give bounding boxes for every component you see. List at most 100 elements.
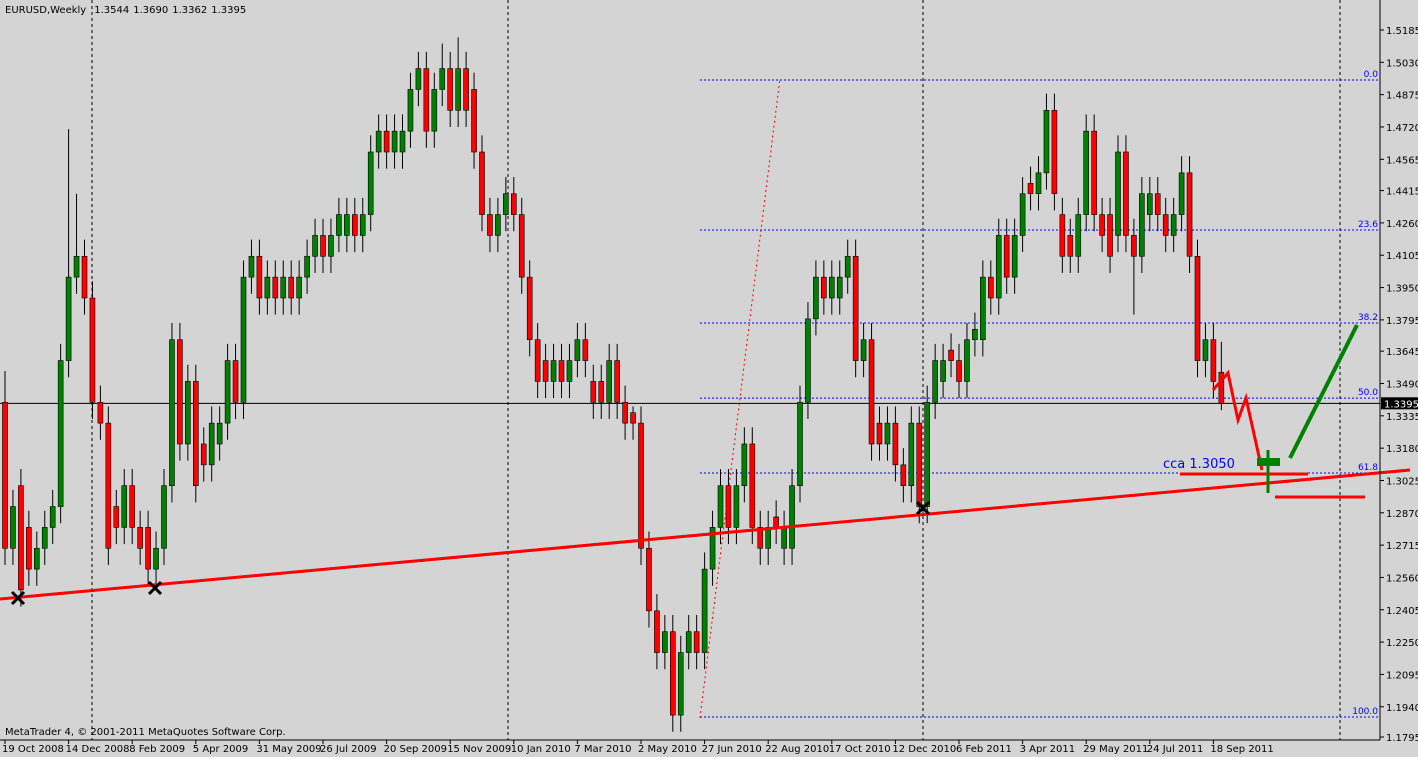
candle-body	[185, 381, 191, 445]
candle-body	[240, 276, 247, 403]
x-tick-label: 31 May 2009	[256, 744, 321, 755]
candle-body	[558, 360, 565, 382]
x-tick-label: 3 Apr 2011	[1020, 744, 1075, 755]
candle-body	[995, 235, 1002, 299]
current-price-label: 1.3395	[1384, 399, 1418, 410]
y-tick-label: 1.5030	[1386, 58, 1418, 69]
candle-body	[495, 214, 501, 236]
candle-body	[41, 527, 48, 549]
y-tick-label: 1.3335	[1386, 412, 1418, 423]
fib-label: 38.2	[1358, 313, 1378, 323]
y-tick-label: 1.3490	[1386, 380, 1418, 391]
y-tick-label: 1.3645	[1386, 347, 1418, 358]
candle-body	[57, 360, 64, 507]
candle-body	[280, 276, 287, 299]
candle-body	[97, 401, 104, 424]
candle-body	[892, 422, 899, 466]
candle-body	[900, 464, 907, 486]
candle-body	[590, 381, 597, 403]
candle-body	[447, 68, 454, 111]
candle-body	[821, 276, 827, 299]
fib-label: 61.8	[1358, 463, 1378, 473]
candle-body	[908, 422, 915, 486]
candle-body	[797, 401, 803, 486]
candle-body	[868, 339, 875, 445]
candle-body	[336, 214, 342, 236]
candle-body	[1035, 172, 1042, 195]
candle-body	[566, 360, 573, 382]
candle-body	[216, 422, 223, 445]
y-tick-label: 1.2870	[1386, 509, 1418, 520]
candle-body	[662, 631, 668, 653]
candle-body	[288, 276, 295, 299]
candle-body	[1099, 214, 1105, 236]
candle-body	[550, 360, 557, 382]
x-tick-label: 18 Sep 2011	[1210, 744, 1273, 755]
candle-body	[10, 506, 16, 549]
candle-body	[717, 485, 724, 528]
x-tick-label: 2 May 2010	[638, 744, 697, 755]
candle-body	[431, 89, 438, 132]
candle-body	[153, 547, 159, 570]
candle-body	[622, 401, 628, 424]
x-tick-label: 20 Sep 2009	[384, 744, 447, 755]
y-tick-label: 1.4105	[1386, 251, 1418, 262]
x-tick-label: 29 May 2011	[1083, 744, 1148, 755]
fib-label: 50.0	[1358, 388, 1378, 398]
candle-body	[1003, 235, 1010, 278]
candle-body	[304, 255, 310, 278]
y-tick-label: 1.3950	[1386, 284, 1418, 295]
candle-body	[510, 193, 517, 215]
candle-body	[18, 485, 24, 591]
candle-body	[1202, 339, 1209, 361]
fib-label: 0.0	[1364, 70, 1379, 80]
candle-body	[924, 401, 931, 507]
candle-body	[1011, 235, 1018, 278]
x-tick-label: 19 Oct 2008	[2, 744, 64, 755]
candle-body	[1067, 235, 1074, 257]
candle-body	[169, 339, 175, 486]
candle-body	[296, 276, 302, 299]
candle-body	[709, 527, 716, 570]
fib-label: 23.6	[1358, 220, 1378, 230]
candle-body	[972, 328, 978, 341]
candle-body	[1043, 109, 1050, 174]
candle-body	[1027, 182, 1034, 195]
candle-body	[1139, 193, 1145, 257]
y-tick-label: 1.4875	[1386, 91, 1418, 102]
candle-body	[749, 443, 756, 528]
candle-body	[256, 255, 263, 299]
candle-body	[73, 255, 80, 278]
candle-body	[813, 276, 819, 320]
candle-body	[137, 527, 143, 549]
candle-body	[351, 214, 358, 236]
candle-body	[224, 360, 231, 424]
candle-body	[1194, 255, 1201, 361]
projection-zigzag	[1211, 369, 1264, 471]
y-tick-label: 1.4415	[1386, 187, 1418, 198]
candle-body	[860, 339, 867, 361]
candle-body	[439, 68, 446, 90]
candle-body	[1147, 193, 1153, 215]
x-tick-label: 15 Nov 2009	[447, 744, 511, 755]
candle-body	[534, 339, 541, 382]
candle-body	[455, 68, 461, 111]
x-tick-label: 10 Jan 2010	[511, 744, 571, 755]
fib-label: 100.0	[1352, 707, 1378, 717]
drawings: cca 1.3050	[0, 77, 1411, 719]
candle-body	[407, 89, 414, 132]
y-tick-label: 1.1940	[1386, 703, 1418, 714]
candle-body	[1162, 214, 1169, 236]
y-tick-label: 1.3180	[1386, 444, 1418, 455]
candle-body	[614, 360, 620, 403]
low-markers	[10, 500, 931, 606]
y-tick-label: 1.2715	[1386, 541, 1418, 552]
candle-body	[463, 68, 469, 111]
candle-body	[948, 349, 954, 361]
y-tick-label: 1.3795	[1386, 316, 1418, 327]
candle-body	[685, 631, 692, 653]
candle-body	[81, 255, 88, 299]
candle-body	[828, 276, 835, 299]
candle-body	[1059, 214, 1066, 257]
x-tick-label: 7 Mar 2010	[574, 744, 631, 755]
